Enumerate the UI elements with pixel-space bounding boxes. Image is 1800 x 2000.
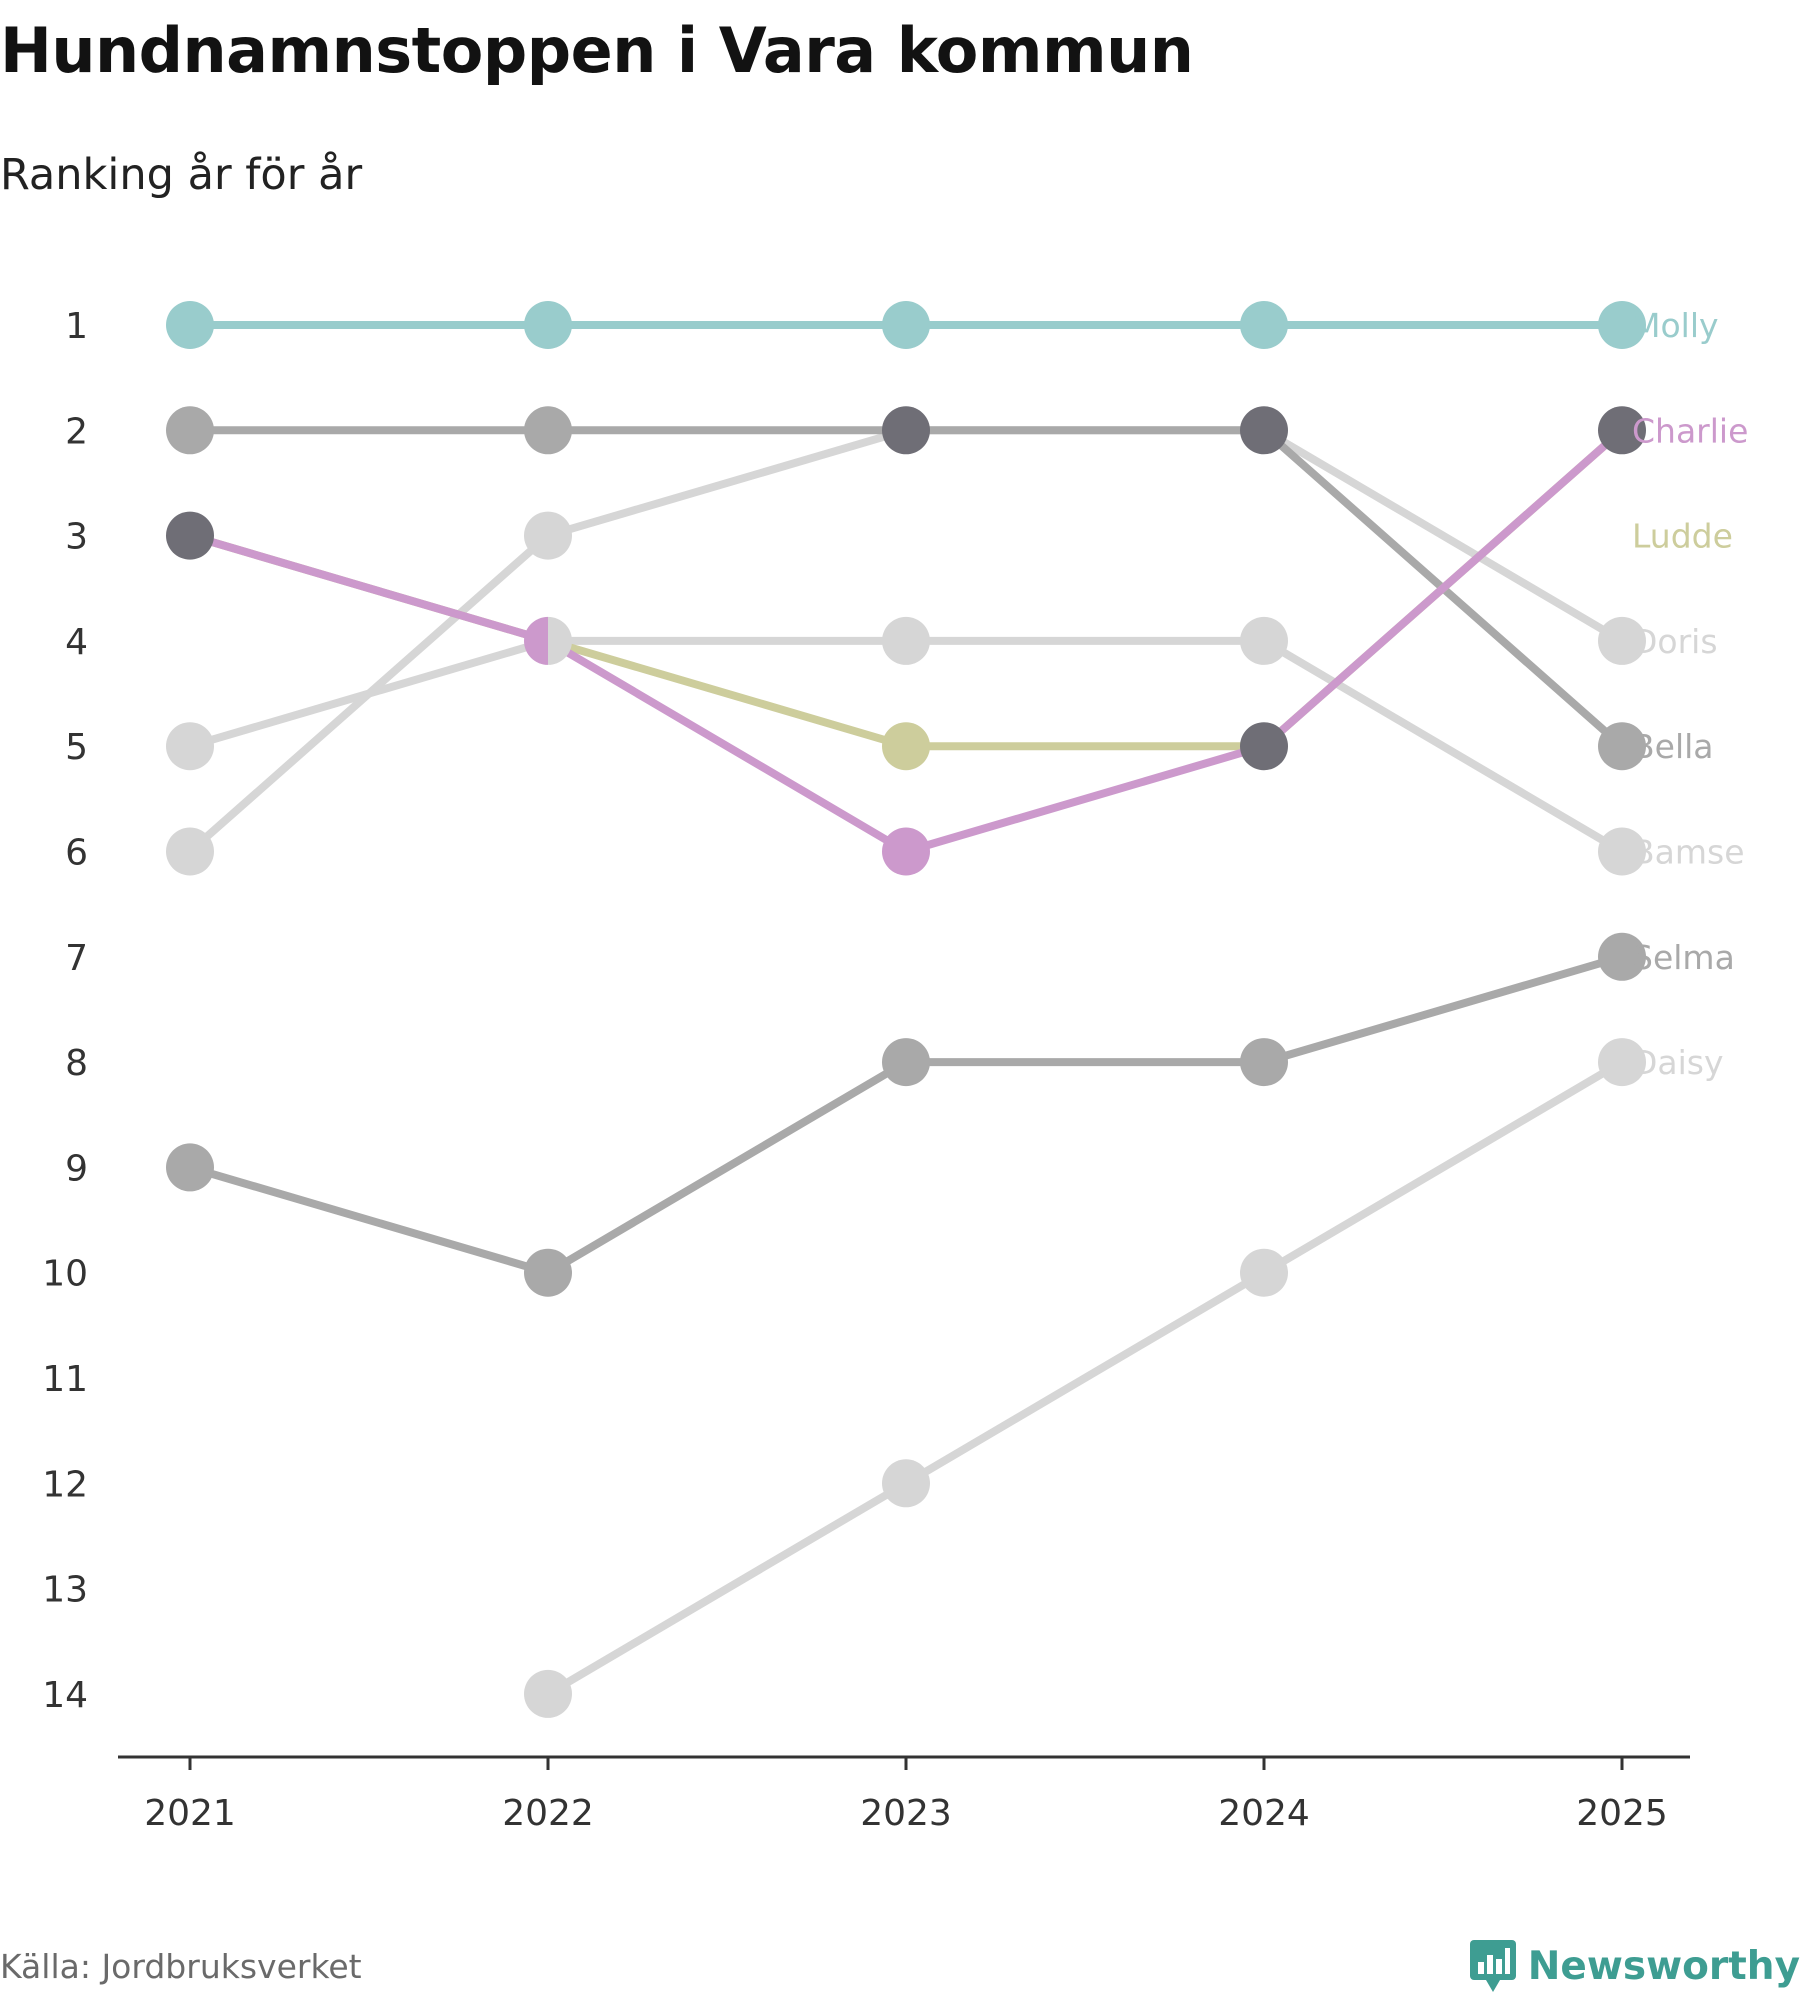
source-note: Källa: Jordbruksverket <box>0 1947 362 1986</box>
y-tick-label-14: 14 <box>42 1675 88 1716</box>
end-label-bamse: Bamse <box>1632 833 1745 872</box>
point-bella-2022 <box>524 406 572 455</box>
x-tick-label-2024: 2024 <box>1218 1793 1310 1834</box>
point-bamse-2025 <box>1598 827 1646 876</box>
point-charlie-2023 <box>882 827 930 876</box>
point-ludde-charlie-2024 <box>1240 722 1288 771</box>
x-tick-label-2022: 2022 <box>502 1793 594 1834</box>
point-daisy-2025 <box>1598 1038 1646 1087</box>
newsworthy-logo-icon <box>1469 1940 1516 1992</box>
series-line-ludde <box>186 426 1626 751</box>
point-doris-2025 <box>1598 616 1646 665</box>
point-selma-2022 <box>524 1248 572 1297</box>
y-tick-label-1: 1 <box>65 306 88 347</box>
end-label-daisy: Daisy <box>1632 1043 1724 1082</box>
newsworthy-logo: Newsworthy <box>1468 1938 1800 1994</box>
end-label-doris: Doris <box>1632 622 1718 661</box>
series-points <box>166 301 1646 1718</box>
point-selma-2024 <box>1240 1038 1288 1087</box>
point-doris-bella-2024 <box>1240 406 1288 455</box>
point-molly-2023 <box>882 301 930 349</box>
y-tick-label-10: 10 <box>42 1254 88 1295</box>
brand-name: Newsworthy <box>1527 1943 1800 1989</box>
point-ludde-2023 <box>882 722 930 771</box>
point-bella-2021 <box>166 406 214 455</box>
x-axis-ticks: 2021 2022 2023 2024 2025 <box>144 1757 1668 1834</box>
x-tick-label-2025: 2025 <box>1576 1793 1668 1834</box>
point-selma-2023 <box>882 1038 930 1087</box>
series-line-selma <box>186 952 1626 1277</box>
point-doris-2022 <box>524 511 572 560</box>
end-label-selma: Selma <box>1632 938 1735 977</box>
point-doris-2021 <box>166 827 214 876</box>
y-tick-label-11: 11 <box>42 1359 88 1400</box>
y-tick-label-5: 5 <box>65 727 88 768</box>
y-tick-label-6: 6 <box>65 833 88 874</box>
y-tick-label-4: 4 <box>65 622 88 663</box>
end-label-molly: Molly <box>1632 306 1719 345</box>
series-line-bella <box>186 426 1626 751</box>
point-ludde-charlie-2025 <box>1598 406 1646 455</box>
chart-title: Hundnamnstoppen i Vara kommun <box>0 14 1194 87</box>
point-bamse-2022 <box>548 616 572 665</box>
end-label-bella: Bella <box>1632 727 1714 766</box>
point-daisy-2023 <box>882 1459 930 1508</box>
end-label-ludde: Ludde <box>1632 517 1733 556</box>
point-doris-bella-2023 <box>882 406 930 455</box>
y-tick-label-8: 8 <box>65 1043 88 1084</box>
point-molly-2021 <box>166 301 214 349</box>
y-tick-label-3: 3 <box>65 517 88 558</box>
end-label-charlie: Charlie <box>1632 411 1748 450</box>
point-bamse-2021 <box>166 722 214 771</box>
point-bamse-2023 <box>882 616 930 665</box>
point-molly-2024 <box>1240 301 1288 349</box>
y-tick-label-13: 13 <box>42 1570 88 1611</box>
point-selma-2021 <box>166 1143 214 1192</box>
x-tick-label-2023: 2023 <box>860 1793 952 1834</box>
point-charlie-2022 <box>524 616 548 665</box>
point-ludde-charlie-2021 <box>166 511 214 560</box>
x-tick-label-2021: 2021 <box>144 1793 236 1834</box>
point-selma-2025 <box>1598 932 1646 981</box>
y-tick-label-9: 9 <box>65 1148 88 1189</box>
point-daisy-2022 <box>524 1669 572 1718</box>
series-line-daisy <box>544 1058 1626 1698</box>
y-tick-label-2: 2 <box>65 411 88 452</box>
point-daisy-2024 <box>1240 1248 1288 1297</box>
point-molly-2025 <box>1598 301 1646 349</box>
point-bamse-2024 <box>1240 616 1288 665</box>
y-tick-label-7: 7 <box>65 938 88 979</box>
y-tick-label-12: 12 <box>42 1464 88 1505</box>
point-molly-2022 <box>524 301 572 349</box>
end-labels: Molly Charlie Ludde Doris Bella Bamse Selma Dai… <box>1632 306 1748 1082</box>
chart-subtitle: Ranking år för år <box>0 150 363 200</box>
point-bella-2025 <box>1598 722 1646 771</box>
